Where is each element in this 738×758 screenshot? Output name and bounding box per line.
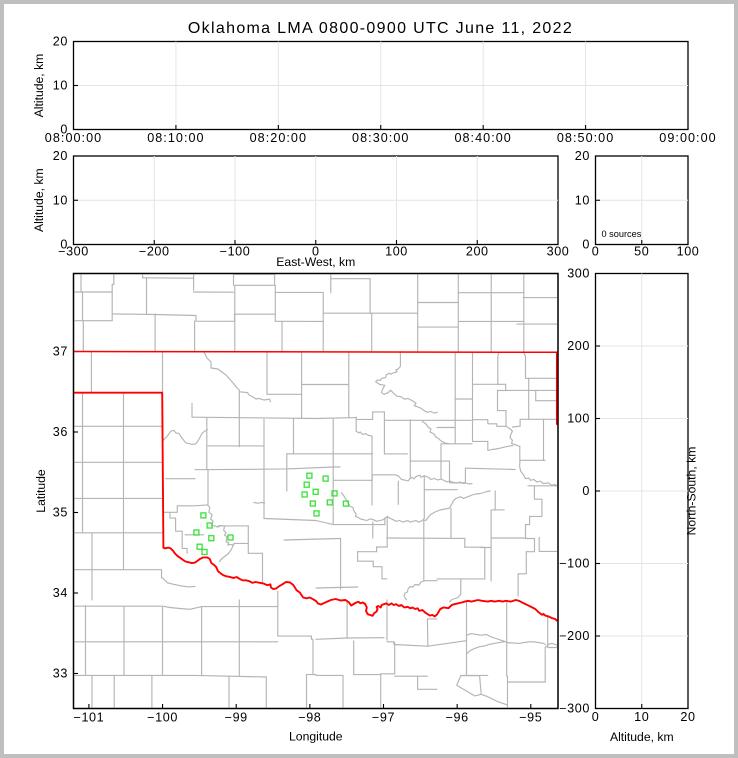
svg-text:37: 37: [53, 345, 68, 359]
svg-text:200: 200: [567, 339, 590, 353]
svg-text:34: 34: [53, 586, 68, 600]
svg-text:Oklahoma LMA 0800-0900 UTC Jun: Oklahoma LMA 0800-0900 UTC June 11, 2022: [188, 20, 573, 37]
svg-text:20: 20: [53, 149, 68, 163]
svg-text:08:30:00: 08:30:00: [352, 131, 409, 145]
svg-text:0: 0: [592, 710, 600, 724]
svg-text:100: 100: [567, 412, 590, 426]
svg-text:300: 300: [567, 267, 590, 281]
svg-text:Altitude, km: Altitude, km: [610, 730, 674, 744]
svg-text:Latitude: Latitude: [34, 469, 48, 513]
svg-text:−99: −99: [225, 711, 248, 725]
svg-text:10: 10: [575, 193, 590, 207]
svg-text:−100: −100: [220, 245, 251, 259]
svg-text:08:00:00: 08:00:00: [45, 131, 102, 145]
svg-text:36: 36: [53, 425, 68, 439]
svg-text:−100: −100: [559, 557, 590, 571]
svg-text:East-West, km: East-West, km: [276, 255, 355, 269]
svg-text:09:00:00: 09:00:00: [659, 131, 716, 145]
svg-text:08:50:00: 08:50:00: [557, 131, 614, 145]
svg-text:0: 0: [60, 238, 68, 252]
svg-text:−100: −100: [147, 711, 178, 725]
svg-text:20: 20: [575, 149, 590, 163]
svg-text:−300: −300: [58, 245, 89, 259]
svg-text:Altitude, km: Altitude, km: [32, 54, 46, 118]
svg-text:100: 100: [385, 245, 408, 259]
svg-text:−200: −200: [559, 629, 590, 643]
svg-text:0: 0: [582, 238, 590, 252]
svg-text:20: 20: [680, 710, 695, 724]
svg-text:100: 100: [677, 245, 700, 259]
svg-text:08:20:00: 08:20:00: [250, 131, 307, 145]
svg-text:Altitude, km: Altitude, km: [32, 168, 46, 232]
svg-text:0: 0: [592, 245, 600, 259]
svg-text:10: 10: [634, 710, 649, 724]
svg-text:0 sources: 0 sources: [602, 229, 642, 239]
svg-text:0: 0: [312, 245, 320, 259]
svg-text:33: 33: [53, 667, 68, 681]
svg-text:20: 20: [53, 35, 68, 49]
svg-text:North-South, km: North-South, km: [685, 447, 699, 536]
svg-text:50: 50: [634, 245, 649, 259]
svg-text:−97: −97: [372, 711, 395, 725]
svg-text:0: 0: [582, 484, 590, 498]
svg-text:08:40:00: 08:40:00: [454, 131, 511, 145]
svg-text:−101: −101: [74, 711, 105, 725]
svg-text:0: 0: [60, 123, 68, 137]
svg-text:10: 10: [53, 79, 68, 93]
svg-text:−96: −96: [446, 711, 469, 725]
svg-text:10: 10: [53, 193, 68, 207]
svg-text:−95: −95: [519, 711, 542, 725]
svg-text:300: 300: [547, 245, 570, 259]
svg-text:−300: −300: [559, 702, 590, 716]
svg-text:Longitude: Longitude: [289, 730, 343, 744]
svg-text:35: 35: [53, 506, 68, 520]
svg-text:200: 200: [466, 245, 489, 259]
svg-text:−98: −98: [298, 711, 321, 725]
svg-text:08:10:00: 08:10:00: [147, 131, 204, 145]
svg-text:−200: −200: [139, 245, 170, 259]
